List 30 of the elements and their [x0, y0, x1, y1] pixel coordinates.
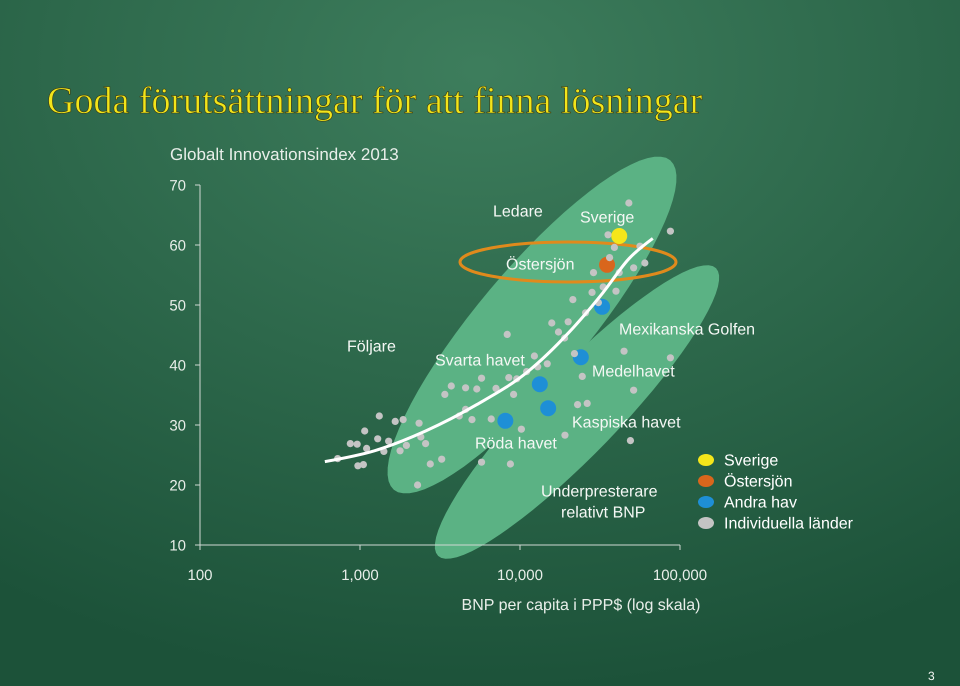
annotation: Östersjön: [506, 256, 574, 274]
y-axis-title: Globalt Innovationsindex 2013: [170, 145, 399, 164]
x-tick-label: 100,000: [652, 567, 708, 584]
y-tick-label: 20: [169, 477, 186, 494]
annotation: Mexikanska Golfen: [619, 322, 756, 339]
legend-label: Individuella länder: [724, 516, 854, 533]
x-tick-label: 10,000: [497, 567, 543, 584]
annotation: Kaspiska havet: [572, 414, 682, 432]
y-tick-label: 40: [169, 357, 186, 374]
x-axis-title: BNP per capita i PPP$ (log skala): [462, 597, 700, 614]
chart-title: Goda förutsättningar för att finna lösningar: [47, 80, 703, 122]
y-tick-label: 70: [169, 177, 186, 194]
annotation: Röda havet: [475, 436, 558, 453]
y-tick-label: 30: [169, 417, 186, 434]
annotation: relativt BNP: [561, 504, 646, 522]
legend-label: Östersjön: [724, 472, 792, 491]
y-tick-label: 50: [169, 297, 186, 314]
x-tick-label: 100: [187, 567, 213, 584]
legend-label: Sverige: [724, 452, 778, 470]
annotation: Sverige: [580, 210, 634, 227]
annotation: Medelhavet: [592, 364, 676, 381]
y-tick-label: 10: [169, 537, 186, 554]
y-tick-label: 60: [169, 237, 186, 254]
annotation: Ledare: [493, 204, 543, 221]
x-tick-label: 1,000: [341, 567, 379, 584]
annotation: Underpresterare: [541, 484, 658, 501]
annotation: Svarta havet: [435, 352, 526, 370]
text: 3: [928, 669, 935, 684]
annotation: Följare: [347, 338, 396, 356]
legend-label: Andra hav: [724, 494, 797, 512]
